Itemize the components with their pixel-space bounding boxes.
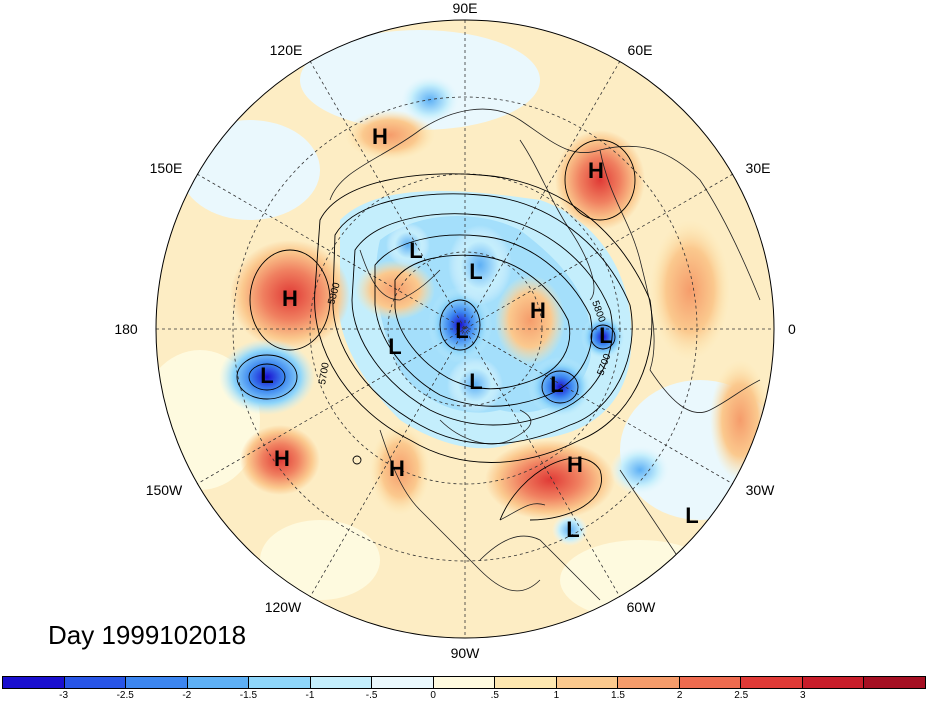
colorbar-cell [126, 677, 188, 688]
colorbar-tick-label: -3 [59, 690, 69, 701]
day-label: Day 1999102018 [48, 620, 247, 650]
lon-label-60w: 60W [627, 599, 657, 615]
center-label: L [455, 318, 468, 343]
lon-label-120e: 120E [270, 42, 303, 58]
colorbar-cell [618, 677, 680, 688]
colorbar-cell [433, 677, 496, 688]
center-label: L [469, 369, 482, 394]
center-label: L [260, 363, 273, 388]
colorbar-cell [3, 677, 65, 688]
colorbar-cell [187, 677, 250, 688]
center-label: L [388, 334, 401, 359]
colorbar-cell [64, 677, 127, 688]
colorbar-ticks: -3 -2.5 -2 -1.5 -1 -.5 0 .5 1 1.5 2 2.5 3 [2, 690, 926, 702]
center-label: L [409, 238, 422, 263]
center-label: H [567, 452, 583, 477]
colorbar-cell [864, 677, 925, 688]
map-border [155, 19, 775, 639]
colorbar-tick-label: 1.5 [611, 690, 625, 701]
center-label: H [372, 124, 388, 149]
colorbar-tick-label: -.5 [365, 690, 378, 701]
center-label: L [599, 323, 612, 348]
colorbar-tick-label: 3 [800, 690, 806, 701]
lon-label-60e: 60E [628, 42, 653, 58]
center-label: H [530, 298, 546, 323]
colorbar-tick-label: -1.5 [239, 690, 258, 701]
center-label: L [685, 503, 698, 528]
center-label: H [588, 158, 604, 183]
lon-label-90w: 90W [451, 645, 481, 661]
lon-label-120w: 120W [265, 599, 302, 615]
center-label: L [566, 517, 579, 542]
colorbar [2, 676, 926, 689]
colorbar-cell [556, 677, 619, 688]
colorbar-cell [495, 677, 557, 688]
colorbar-tick-label: 2.5 [734, 690, 749, 701]
height-contours [236, 139, 653, 521]
lon-label-30w: 30W [746, 482, 776, 498]
colorbar-cell [741, 677, 803, 688]
graticule [156, 20, 774, 638]
contour-label: 5700 [317, 361, 332, 385]
colorbar-tick-label: .5 [490, 690, 499, 701]
lon-label-150w: 150W [146, 482, 183, 498]
colorbar-tick-label: 0 [430, 690, 436, 701]
center-label: H [282, 286, 298, 311]
colorbar-cell [249, 677, 311, 688]
lon-label-90e: 90E [453, 0, 478, 16]
colorbar-tick-label: -2 [182, 690, 192, 701]
lon-label-150e: 150E [150, 160, 183, 176]
colorbar-tick-label: 2 [676, 690, 683, 701]
center-label: H [274, 446, 290, 471]
colorbar-tick-label: 1 [553, 690, 560, 701]
colorbar-cell [679, 677, 742, 688]
center-label: H [389, 456, 405, 481]
colorbar-tick-label: -2.5 [116, 690, 134, 701]
colorbar-cell [372, 677, 434, 688]
coastlines [329, 108, 761, 601]
center-label: L [469, 259, 482, 284]
colorbar-cell [802, 677, 865, 688]
longitude-labels: 90E 60E 30E 0 30W 60W 90W 120W 150W 180 … [114, 0, 796, 661]
lon-label-30e: 30E [746, 160, 771, 176]
lon-label-0: 0 [788, 321, 796, 337]
colorbar-cell [310, 677, 373, 688]
pressure-centers: H H L L H H L L L L L L H H H L L [260, 124, 698, 542]
lon-label-180: 180 [114, 321, 138, 337]
center-label: L [550, 372, 563, 397]
colorbar-tick-label: -1 [305, 690, 315, 701]
